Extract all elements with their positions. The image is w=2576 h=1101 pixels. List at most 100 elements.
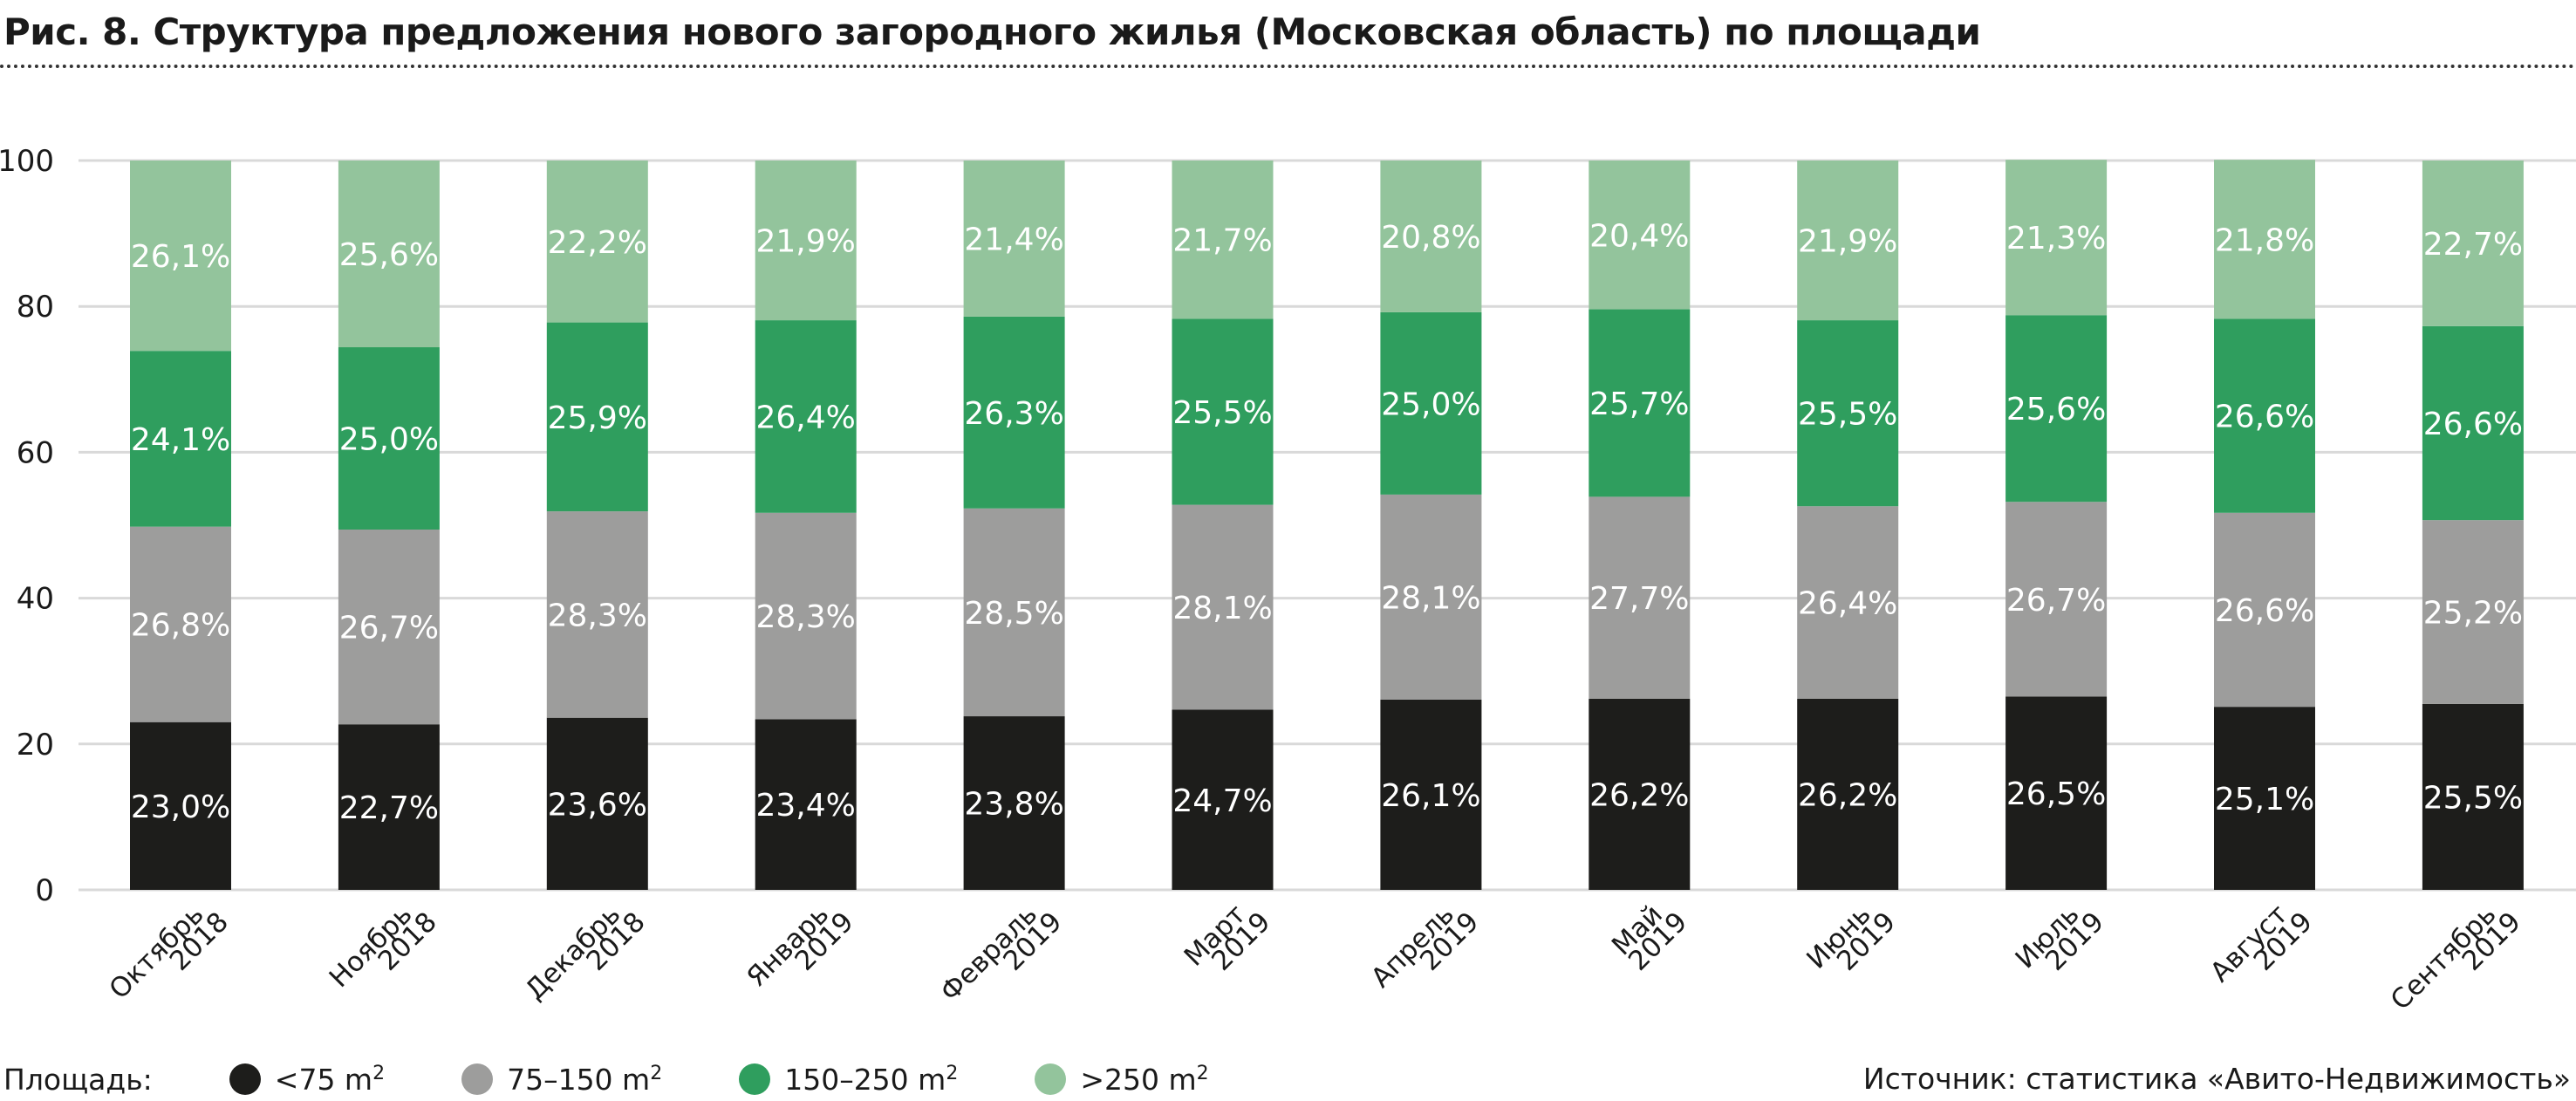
data-label: 28,1% bbox=[1381, 580, 1480, 616]
bar-segment bbox=[1172, 709, 1274, 890]
data-label: 21,4% bbox=[964, 222, 1063, 257]
data-label: 27,7% bbox=[1589, 581, 1689, 617]
data-label: 28,1% bbox=[1172, 591, 1272, 626]
bar-segment bbox=[963, 161, 1065, 317]
data-label: 25,0% bbox=[339, 422, 439, 458]
data-label: 25,5% bbox=[1172, 395, 1272, 431]
data-label: 26,3% bbox=[964, 396, 1063, 432]
legend-title: Площадь: bbox=[3, 1062, 153, 1097]
legend-swatch-lt75 bbox=[229, 1063, 261, 1095]
data-label: 26,7% bbox=[2006, 583, 2106, 619]
data-label: 25,0% bbox=[1381, 386, 1480, 422]
legend-label-150-250: 150–250 m2 bbox=[784, 1062, 959, 1097]
data-label: 26,2% bbox=[1589, 777, 1689, 813]
bar-segment bbox=[963, 508, 1065, 717]
bar-segment bbox=[1172, 161, 1274, 319]
bar-segment bbox=[2214, 160, 2315, 319]
bar-segment bbox=[546, 511, 648, 718]
bar-segment bbox=[2005, 502, 2108, 697]
data-label: 25,6% bbox=[2006, 392, 2106, 427]
bar-segment bbox=[338, 161, 440, 348]
data-label: 23,0% bbox=[131, 790, 230, 825]
stacked-bar-chart: 23,0% 26,8% 24,1% 26,1% 22,7% 26,7% 25,0% 25,6%… bbox=[0, 144, 2576, 1016]
y-tick-label: 0 bbox=[35, 873, 54, 908]
bar-segment bbox=[1797, 320, 1899, 507]
y-tick-label: 100 bbox=[0, 144, 54, 179]
data-label: 20,4% bbox=[1589, 218, 1689, 254]
data-label: 26,4% bbox=[756, 400, 856, 435]
data-label: 28,3% bbox=[548, 598, 647, 633]
legend-label-gt250: >250 m2 bbox=[1080, 1062, 1209, 1097]
bar-segment bbox=[2422, 703, 2524, 890]
y-tick-label: 40 bbox=[17, 582, 54, 617]
data-label: 24,1% bbox=[131, 422, 230, 458]
bar-segment bbox=[1589, 309, 1691, 497]
bar-segment bbox=[130, 161, 231, 352]
legend-label-lt75: <75 m2 bbox=[274, 1062, 386, 1097]
data-label: 21,9% bbox=[756, 224, 856, 260]
data-label: 28,3% bbox=[756, 599, 856, 635]
data-label: 25,5% bbox=[1798, 397, 1897, 433]
bar-segment bbox=[1380, 494, 1482, 700]
data-label: 24,7% bbox=[1172, 783, 1272, 819]
bar-segment bbox=[1589, 698, 1691, 890]
data-label: 22,2% bbox=[548, 225, 647, 261]
bar-segment bbox=[338, 347, 440, 530]
legend-swatch-gt250 bbox=[1035, 1063, 1067, 1095]
data-label: 26,8% bbox=[131, 608, 230, 644]
y-tick-label: 80 bbox=[17, 290, 54, 325]
bar-segment bbox=[1797, 698, 1899, 890]
data-label: 23,4% bbox=[756, 788, 856, 824]
legend-swatch-150-250 bbox=[739, 1063, 771, 1095]
title-divider bbox=[0, 65, 2576, 68]
bar-segment bbox=[1380, 699, 1482, 890]
bar-segment bbox=[2422, 520, 2524, 704]
data-label: 25,9% bbox=[548, 400, 647, 436]
legend-swatch-75-150 bbox=[461, 1063, 494, 1095]
data-label: 26,7% bbox=[339, 611, 439, 646]
y-tick-label: 20 bbox=[17, 728, 54, 762]
bar-segment bbox=[963, 316, 1065, 509]
bar-segment bbox=[546, 322, 648, 512]
bar-segment bbox=[1797, 161, 1899, 321]
bar-segment bbox=[1589, 161, 1691, 310]
legend-item-150-250: 150–250 m2 bbox=[739, 1063, 958, 1097]
bar-segment bbox=[755, 719, 857, 890]
bar-segment bbox=[1172, 504, 1274, 710]
bar-segment bbox=[1380, 161, 1482, 312]
data-label: 25,2% bbox=[2423, 595, 2523, 631]
bar-segment bbox=[546, 717, 648, 890]
bar-segment bbox=[2214, 318, 2315, 513]
data-label: 26,6% bbox=[2215, 593, 2314, 629]
y-axis-ticks: 0 20 40 60 80 100 bbox=[0, 144, 54, 908]
data-label: 21,3% bbox=[2006, 221, 2106, 256]
data-label: 28,5% bbox=[964, 596, 1063, 632]
legend-item-75-150: 75–150 m2 bbox=[461, 1063, 662, 1097]
data-label: 26,6% bbox=[2423, 407, 2523, 442]
bar-segment bbox=[1172, 318, 1274, 505]
source-note: Источник: статистика «Авито-Недвижимость… bbox=[1862, 1062, 2571, 1096]
data-label: 23,8% bbox=[964, 787, 1063, 823]
bar-segment bbox=[755, 320, 857, 513]
bar-segment bbox=[2422, 161, 2524, 326]
bar-segment bbox=[338, 724, 440, 890]
data-label: 23,6% bbox=[548, 787, 647, 823]
data-label: 25,5% bbox=[2423, 780, 2523, 816]
data-label: 21,8% bbox=[2215, 222, 2314, 258]
bar-segment bbox=[130, 351, 231, 527]
data-label: 21,9% bbox=[1798, 224, 1897, 260]
bar-segment bbox=[338, 530, 440, 725]
bar-segment bbox=[755, 161, 857, 321]
bar-segment bbox=[963, 716, 1065, 890]
bars bbox=[130, 160, 2524, 890]
legend-item-gt250: >250 m2 bbox=[1035, 1062, 1209, 1097]
